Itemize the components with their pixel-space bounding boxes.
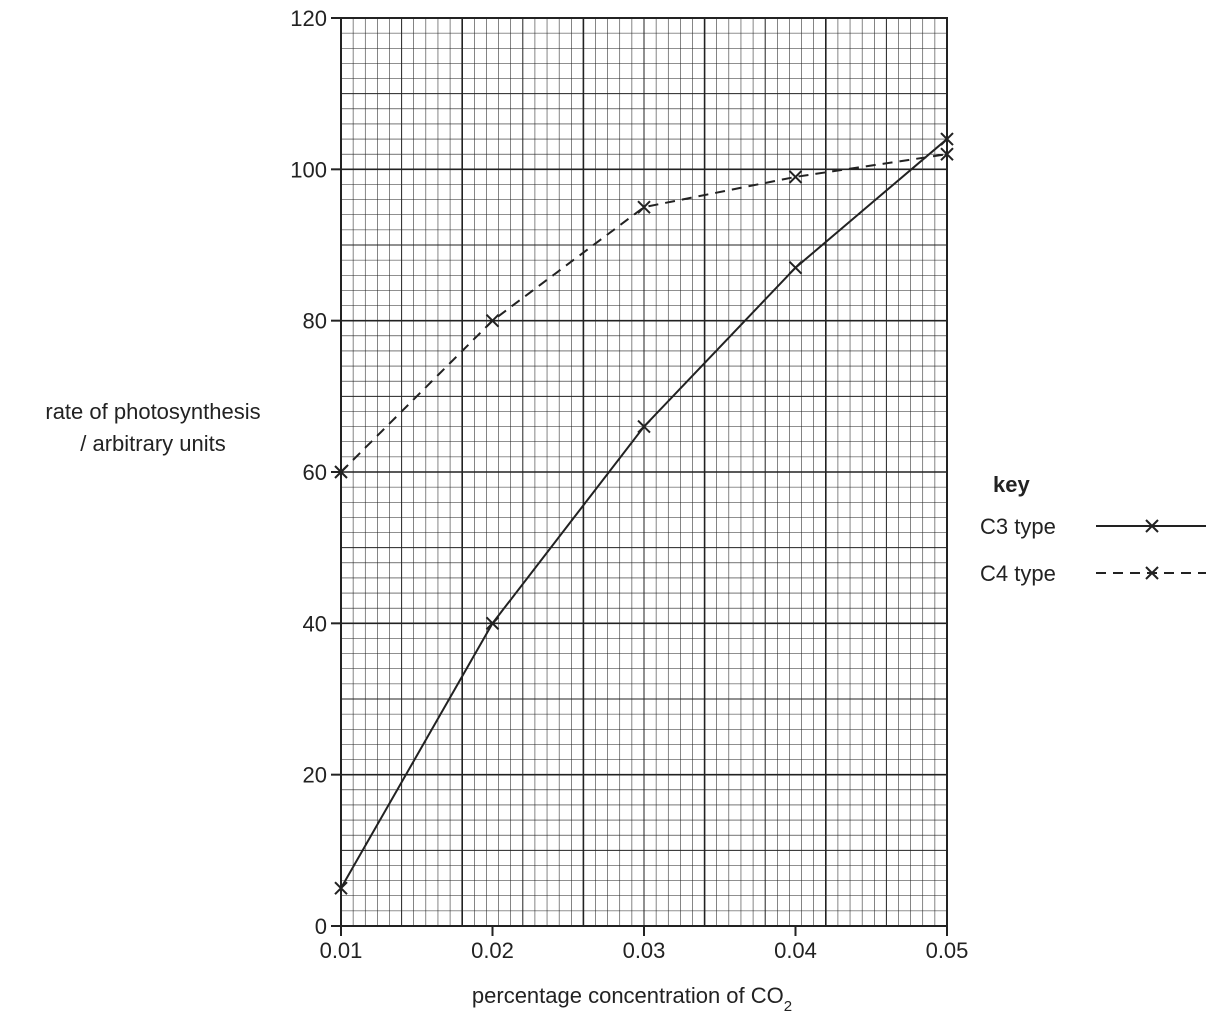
- y-tick-labels: 0 20 40 60 80 100 120: [290, 6, 327, 939]
- y-tick-label: 100: [290, 157, 327, 182]
- marker-stroke: [940, 147, 954, 161]
- legend-swatch-marker-c3: [1145, 519, 1159, 533]
- legend-swatch-marker-c4: [1145, 566, 1159, 580]
- legend-label-c3: C3 type: [980, 514, 1056, 539]
- x-axis-title-text: percentage concentration of CO: [472, 983, 784, 1008]
- data-point-c3-type: [940, 132, 954, 146]
- y-tick-label: 60: [303, 460, 327, 485]
- data-point-c3-type: [788, 260, 803, 275]
- legend: key C3 type C4 type: [980, 472, 1206, 586]
- data-point-c3-type: [334, 881, 348, 895]
- legend-title: key: [993, 472, 1030, 497]
- data-point-c4-type: [637, 200, 651, 214]
- data-point-c4-type: [940, 147, 954, 161]
- data-point-c3-type: [485, 616, 500, 631]
- x-tick-label: 0.02: [471, 938, 514, 963]
- data-point-c3-type: [637, 419, 651, 434]
- y-axis-title-line1: rate of photosynthesis: [45, 399, 260, 424]
- y-tick-label: 20: [303, 763, 327, 788]
- marker-stroke: [637, 419, 651, 434]
- legend-swatches: [1096, 519, 1206, 580]
- marker-stroke: [1145, 566, 1159, 580]
- x-tick-label: 0.03: [623, 938, 666, 963]
- y-axis-title-line2: / arbitrary units: [80, 431, 226, 456]
- marker-stroke: [1145, 519, 1159, 533]
- legend-label-c4: C4 type: [980, 561, 1056, 586]
- x-tick-label: 0.04: [774, 938, 817, 963]
- grid-major: [341, 18, 947, 926]
- series-layer: [334, 132, 954, 895]
- marker-stroke: [334, 881, 348, 895]
- marker-stroke: [940, 132, 954, 146]
- data-point-c4-type: [485, 313, 500, 328]
- data-point-c4-type: [788, 170, 803, 184]
- x-axis-title: percentage concentration of CO2: [472, 983, 792, 1015]
- x-tick-label: 0.01: [320, 938, 363, 963]
- marker-stroke: [637, 200, 651, 214]
- series-line-c4-type: [340, 153, 948, 473]
- axis-ticks: [331, 17, 948, 936]
- x-tick-labels: 0.01 0.02 0.03 0.04 0.05: [320, 938, 969, 963]
- y-tick-label: 80: [303, 309, 327, 334]
- marker-stroke: [788, 170, 803, 184]
- y-tick-label: 120: [290, 6, 327, 31]
- marker-stroke: [788, 260, 803, 275]
- marker-stroke: [485, 616, 500, 631]
- data-point-c4-type: [334, 465, 348, 479]
- marker-stroke: [485, 313, 500, 328]
- y-tick-label: 40: [303, 611, 327, 636]
- marker-stroke: [334, 465, 348, 479]
- y-tick-label: 0: [315, 914, 327, 939]
- x-tick-label: 0.05: [926, 938, 969, 963]
- x-axis-title-subscript: 2: [784, 998, 792, 1015]
